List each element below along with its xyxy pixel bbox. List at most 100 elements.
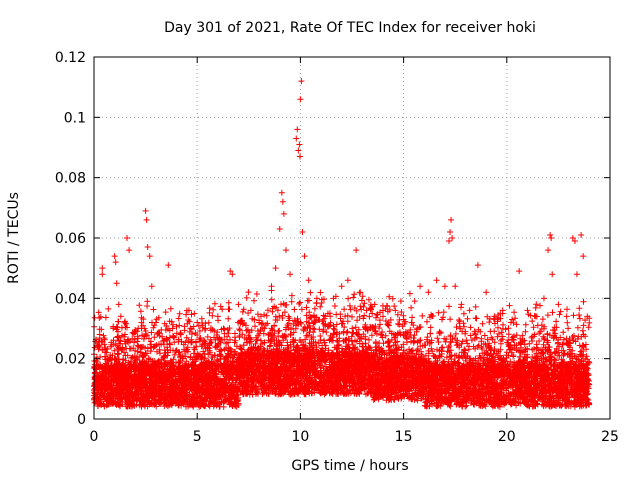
- data-point: [301, 253, 308, 260]
- data-point: [111, 253, 118, 260]
- data-point: [338, 283, 345, 290]
- data-point: [276, 225, 283, 232]
- data-point: [295, 147, 302, 154]
- x-tick-label: 10: [291, 429, 309, 445]
- y-tick-label: 0.04: [55, 291, 86, 307]
- x-axis-label: GPS time / hours: [291, 458, 408, 474]
- x-tick-label: 0: [90, 429, 99, 445]
- data-point: [548, 235, 555, 241]
- data-point: [400, 316, 407, 323]
- data-point: [296, 153, 303, 160]
- data-point: [449, 235, 456, 241]
- data-point: [202, 325, 209, 332]
- data-point: [433, 277, 440, 284]
- data-point: [177, 331, 184, 338]
- data-point: [124, 235, 131, 241]
- y-tick-label: 0: [77, 412, 86, 428]
- data-point: [452, 283, 459, 290]
- data-point: [458, 301, 465, 308]
- data-point: [322, 313, 329, 320]
- data-point: [524, 307, 531, 314]
- data-point: [152, 319, 159, 326]
- x-tick-label: 25: [601, 429, 619, 445]
- data-point: [569, 235, 576, 241]
- data-point: [143, 216, 150, 223]
- data-point: [99, 271, 106, 278]
- data-point: [278, 189, 285, 196]
- data-point: [330, 295, 337, 302]
- data-point: [144, 244, 151, 251]
- data-point: [279, 198, 286, 205]
- data-point: [126, 247, 133, 254]
- data-point: [555, 301, 562, 308]
- data-point: [161, 337, 168, 344]
- data-point: [446, 238, 453, 245]
- data-point: [305, 277, 312, 284]
- data-point: [107, 367, 114, 374]
- data-point: [99, 265, 106, 272]
- data-point: [132, 355, 139, 362]
- data-point: [117, 313, 124, 320]
- y-axis-label: ROTI / TECUs: [6, 192, 22, 284]
- y-axis-ticks: 0 0.02 0.04 0.06 0.08 0.1 0.12: [55, 50, 610, 428]
- data-point: [294, 126, 301, 133]
- data-point: [115, 301, 122, 308]
- data-point: [417, 283, 424, 290]
- data-point: [578, 231, 585, 238]
- data-point: [229, 271, 236, 278]
- data-point: [357, 289, 364, 296]
- data-point: [507, 319, 514, 326]
- data-point: [299, 228, 306, 235]
- data-point: [499, 307, 506, 314]
- data-point: [138, 325, 145, 332]
- data-point: [121, 331, 128, 338]
- data-point: [580, 253, 587, 260]
- data-point: [584, 313, 591, 320]
- data-point: [103, 349, 110, 356]
- dense-point-cloud: [91, 287, 593, 410]
- chart-title: Day 301 of 2021, Rate Of TEC Index for r…: [164, 20, 536, 36]
- data-point: [169, 325, 176, 332]
- data-point: [363, 307, 370, 314]
- data-point: [112, 259, 119, 266]
- data-point: [573, 271, 580, 278]
- data-point: [549, 271, 556, 278]
- data-point: [408, 319, 415, 326]
- x-tick-label: 5: [193, 429, 202, 445]
- data-point: [194, 319, 201, 326]
- data-point: [516, 268, 523, 275]
- data-point: [297, 96, 304, 103]
- data-point: [165, 262, 172, 269]
- data-point: [392, 307, 399, 314]
- data-point: [540, 295, 547, 302]
- data-point: [483, 289, 490, 296]
- y-tick-label: 0.02: [55, 352, 86, 368]
- data-point: [272, 265, 279, 272]
- x-tick-label: 15: [395, 429, 413, 445]
- data-point: [532, 313, 539, 320]
- data-point: [379, 313, 386, 320]
- grid-lines: [94, 57, 610, 419]
- y-tick-label: 0.08: [55, 171, 86, 187]
- data-point: [293, 135, 300, 142]
- data-point: [425, 289, 432, 296]
- data-point: [146, 253, 153, 260]
- y-tick-label: 0.1: [64, 110, 86, 126]
- data-points: [91, 78, 593, 410]
- data-point: [448, 216, 455, 223]
- data-point: [298, 78, 305, 85]
- data-point: [547, 231, 554, 238]
- data-point: [447, 228, 454, 235]
- data-point: [441, 283, 448, 290]
- data-point: [353, 247, 360, 254]
- data-point: [545, 247, 552, 254]
- data-point: [313, 295, 320, 302]
- y-tick-label: 0.12: [55, 50, 86, 66]
- data-point: [214, 313, 221, 320]
- x-tick-label: 20: [498, 429, 516, 445]
- data-point: [491, 313, 498, 320]
- data-point: [563, 313, 570, 320]
- data-point: [280, 210, 287, 217]
- data-point: [148, 283, 155, 290]
